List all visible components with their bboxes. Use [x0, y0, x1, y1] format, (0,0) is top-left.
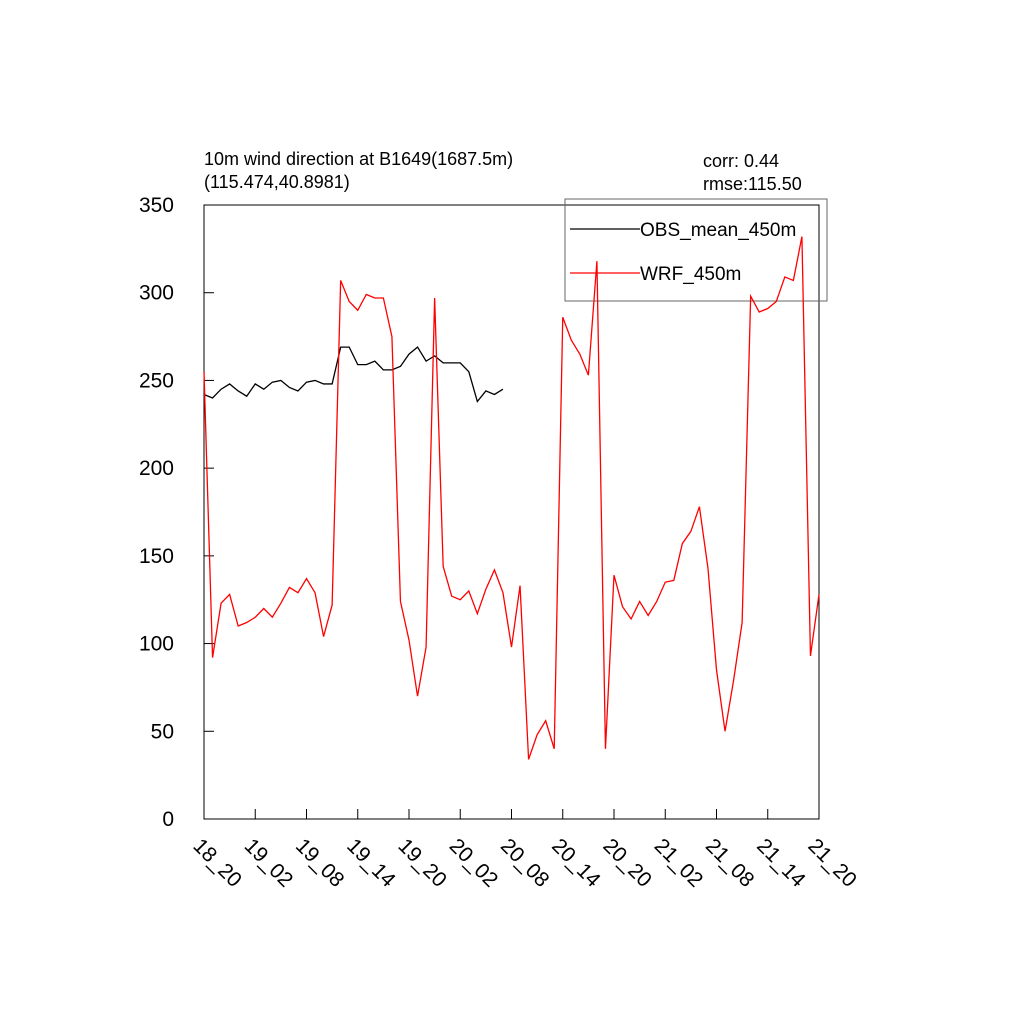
y-tick-label: 0 — [162, 808, 174, 831]
legend-label: WRF_450m — [640, 264, 741, 285]
x-tick-label: 20_20 — [598, 834, 656, 892]
legend-label: OBS_mean_450m — [640, 220, 796, 241]
x-tick-label: 19_14 — [342, 834, 400, 892]
y-tick-label: 300 — [139, 282, 174, 305]
data-line — [203, 346, 504, 403]
x-tick-label: 20_14 — [547, 834, 605, 892]
x-tick-label: 20_02 — [445, 834, 503, 892]
data-line — [203, 236, 820, 760]
x-tick-label: 21_20 — [803, 834, 861, 892]
x-tick-label: 21_08 — [701, 834, 759, 892]
x-tick-label: 21_02 — [650, 834, 708, 892]
y-tick-label: 100 — [139, 633, 174, 656]
chart-subtitle: (115.474,40.8981) — [204, 172, 350, 192]
x-tick-label: 18_20 — [188, 834, 246, 892]
legend-box — [564, 198, 828, 302]
plot-frame — [203, 204, 820, 820]
x-tick-label: 20_08 — [496, 834, 554, 892]
chart-title: 10m wind direction at B1649(1687.5m) — [204, 149, 513, 169]
annotation: corr: 0.44 — [703, 151, 779, 171]
y-tick-label: 350 — [139, 194, 174, 217]
x-tick-label: 19_20 — [393, 834, 451, 892]
y-tick-label: 50 — [151, 720, 174, 743]
annotation: rmse:115.50 — [703, 174, 802, 194]
y-tick-label: 150 — [139, 545, 174, 568]
y-tick-label: 200 — [139, 457, 174, 480]
y-tick-label: 250 — [139, 369, 174, 392]
x-tick-label: 19_08 — [291, 834, 349, 892]
x-tick-label: 19_02 — [240, 834, 298, 892]
x-tick-label: 21_14 — [752, 834, 810, 892]
